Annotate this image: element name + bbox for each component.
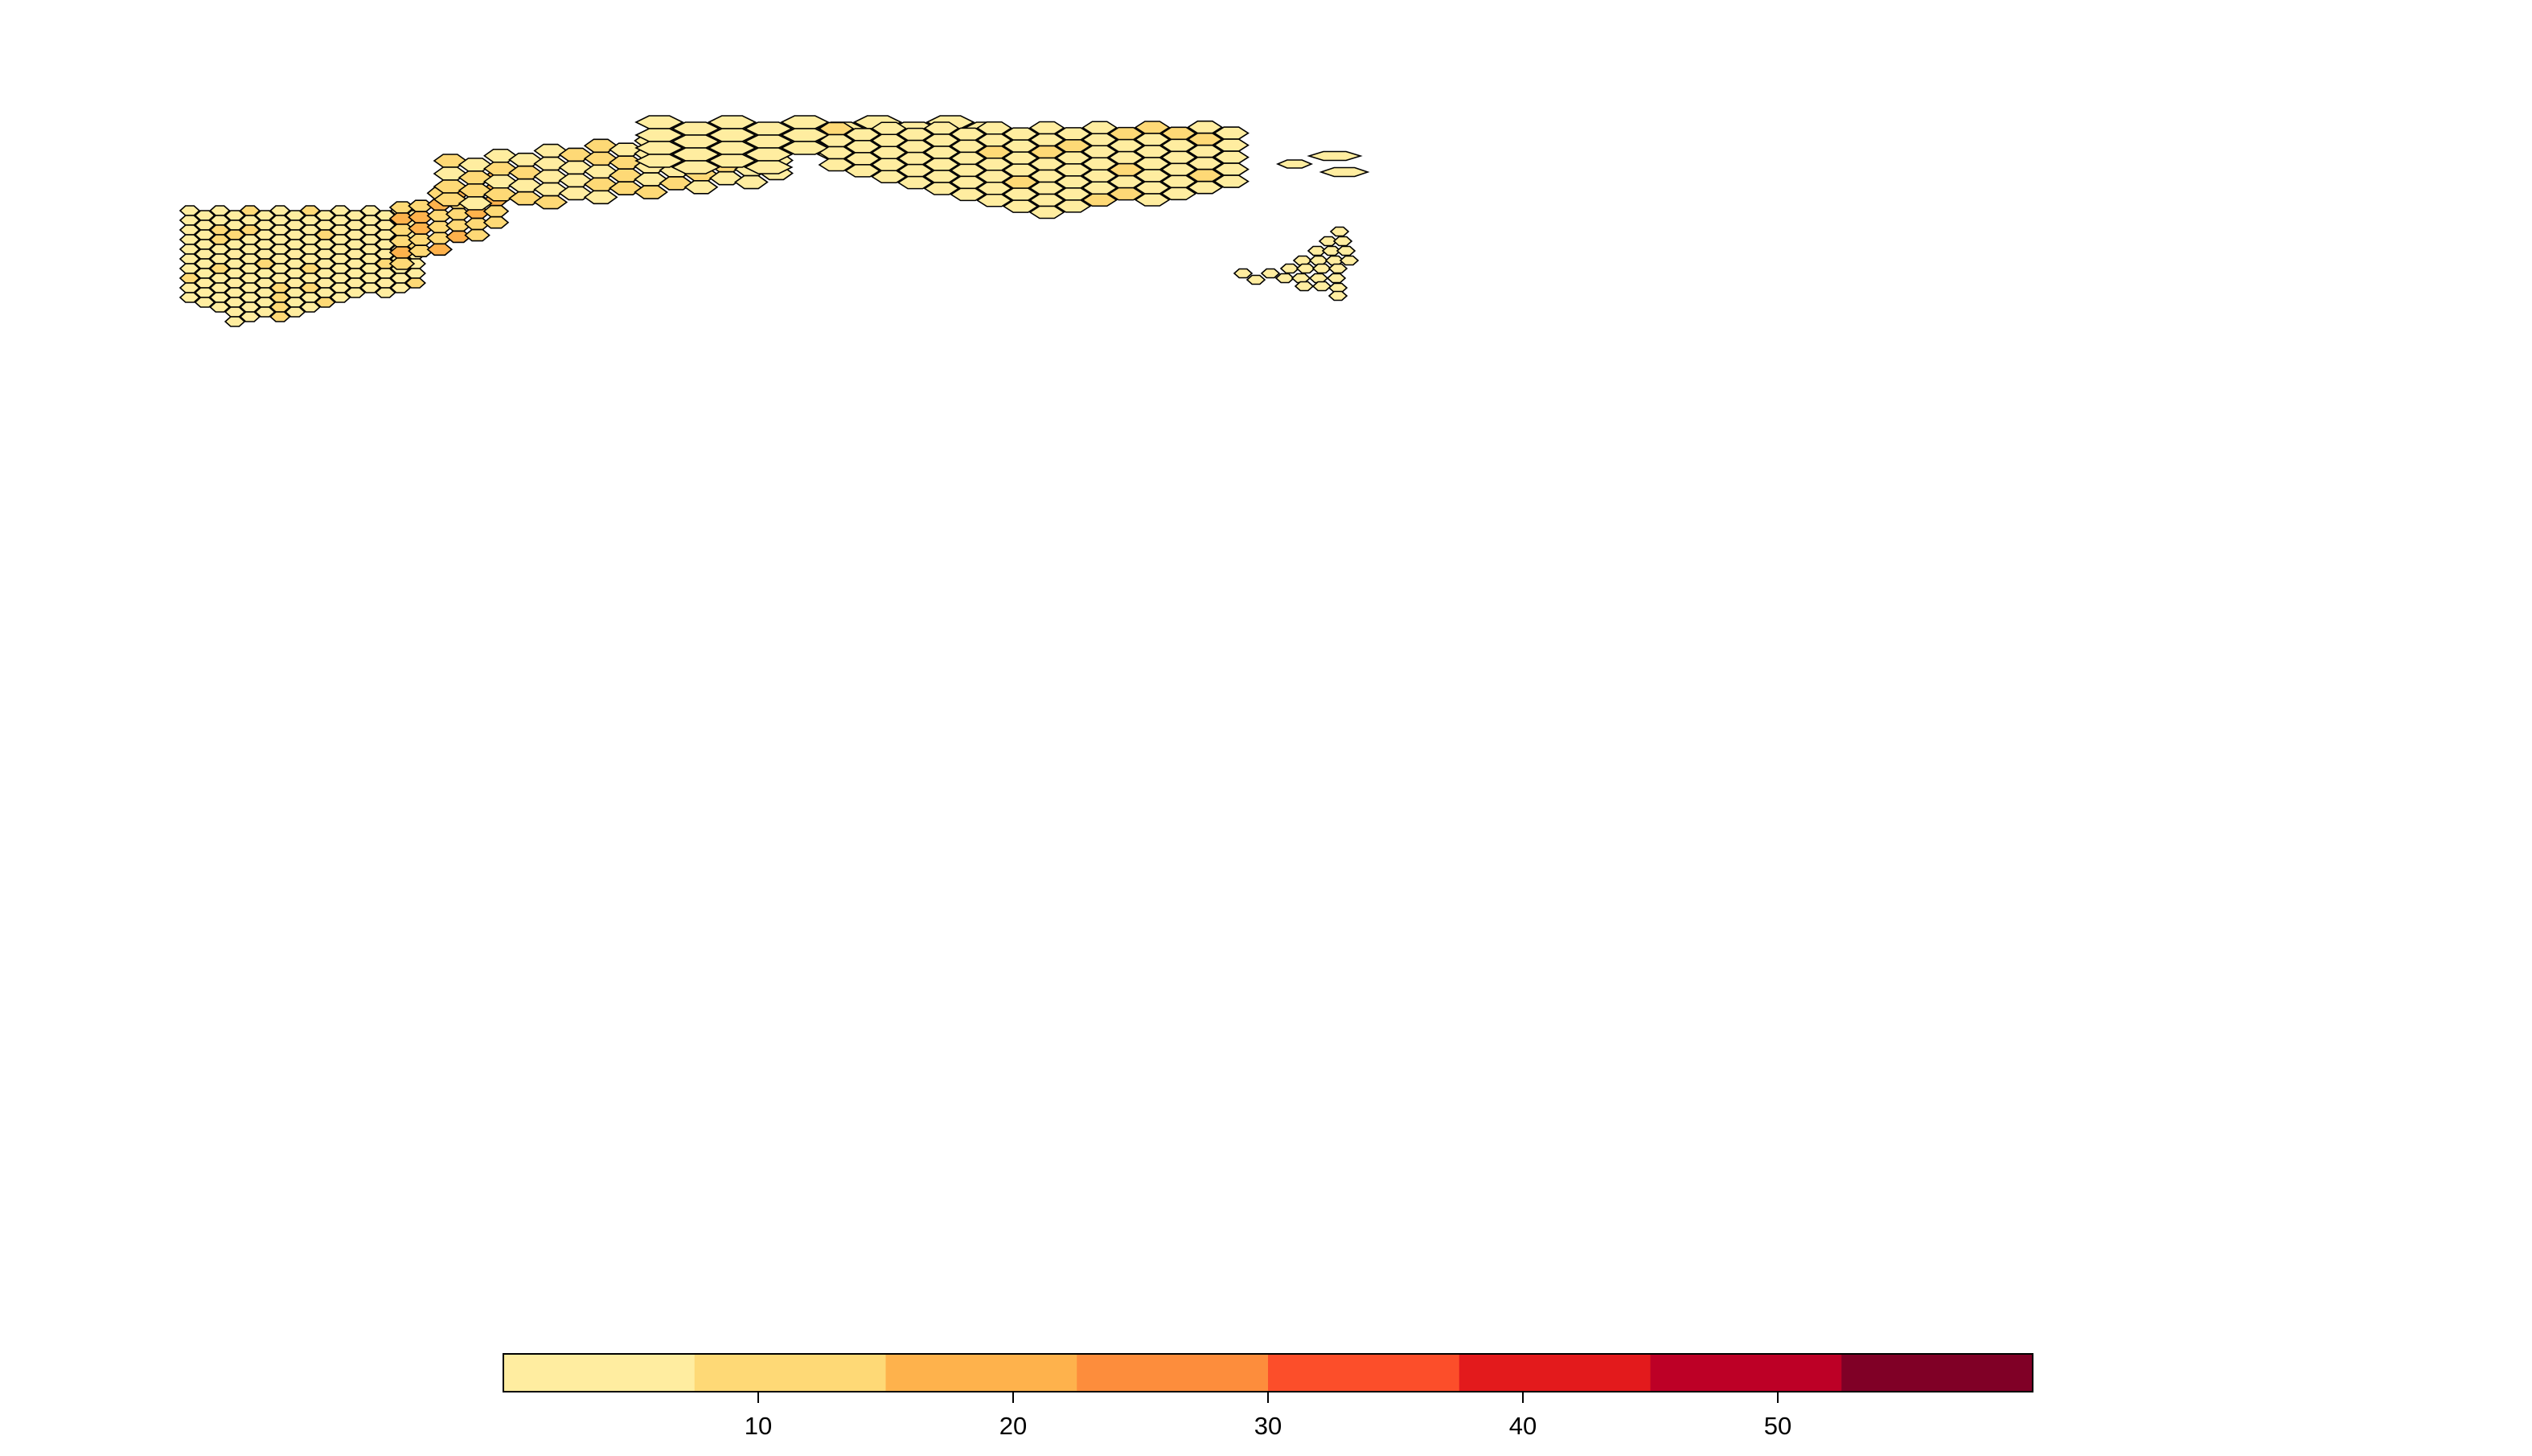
hex-cell [329, 292, 351, 303]
hex-cell [1294, 281, 1315, 292]
legend-swatch [1650, 1354, 1842, 1392]
hex-cell [671, 160, 721, 174]
hex-cell [683, 180, 719, 195]
hex-cell [583, 190, 618, 205]
hex-cell [1328, 290, 1348, 301]
hex-cell [707, 154, 757, 168]
hex-cell [224, 316, 246, 327]
hex-cell [314, 297, 336, 308]
legend-tick-label: 50 [1764, 1412, 1791, 1440]
hex-cell [1329, 226, 1350, 237]
hex-cell [1055, 199, 1092, 213]
hex-cell [1279, 263, 1300, 274]
legend-tick-label: 30 [1254, 1412, 1282, 1440]
legend-swatch [1841, 1354, 2033, 1392]
hex-cell [1134, 193, 1171, 207]
hex-cell [871, 170, 908, 184]
hex-cell [1107, 187, 1144, 201]
hex-cell [950, 187, 987, 202]
hex-cell [179, 292, 201, 303]
hex-cell [1307, 150, 1363, 162]
hex-cell [1295, 263, 1316, 274]
hex-cell [458, 196, 493, 211]
hex-cell [375, 287, 396, 298]
hex-cell [897, 175, 934, 190]
hex-cell [1081, 193, 1118, 207]
hex-cell [344, 287, 367, 298]
hex-cell [1326, 273, 1347, 284]
legend-swatch [1268, 1354, 1460, 1392]
hex-cell [1260, 268, 1281, 279]
hex-cell [1245, 274, 1266, 285]
legend-swatch [885, 1354, 1077, 1392]
hex-cell [1187, 180, 1224, 195]
legend-swatch [1459, 1354, 1651, 1392]
hex-cell [482, 204, 510, 218]
hex-cell [426, 243, 453, 256]
hexbin-map [179, 115, 1370, 327]
hex-cell [1311, 281, 1332, 292]
hex-cell [1160, 187, 1197, 201]
hex-cell [388, 257, 416, 270]
hex-cell [359, 282, 381, 293]
hex-cell [1275, 159, 1314, 169]
hex-cell [299, 301, 321, 313]
legend-swatches [503, 1354, 2033, 1392]
hex-cell [1002, 199, 1039, 213]
legend-ticks: 10 20 30 40 50 [745, 1392, 1791, 1440]
hex-cell [923, 182, 960, 195]
hex-cell [976, 193, 1013, 207]
hex-cell [269, 311, 291, 322]
hex-cell [284, 306, 306, 318]
hex-cell [634, 185, 668, 199]
hex-cell [389, 282, 412, 293]
hex-cell [1332, 236, 1353, 247]
hex-cell [404, 268, 427, 279]
hex-cell [1319, 166, 1370, 178]
hex-cell [844, 164, 881, 178]
hex-cell [1213, 174, 1250, 188]
hex-cell [1339, 255, 1360, 266]
hex-cell [464, 228, 490, 242]
hex-cell [734, 174, 769, 190]
hex-cell [1328, 263, 1348, 274]
color-legend: 10 20 30 40 50 [503, 1353, 2033, 1440]
hex-cell [254, 306, 276, 318]
legend-swatch [1077, 1354, 1269, 1392]
legend-tick-label: 10 [745, 1412, 772, 1440]
hex-cell [533, 195, 568, 210]
hex-cell [1336, 245, 1356, 256]
hex-cell [1233, 268, 1254, 279]
legend-tick-label: 20 [999, 1412, 1027, 1440]
hex-cell [194, 297, 215, 308]
hex-cell [1274, 273, 1295, 284]
legend-swatch [503, 1354, 696, 1392]
hex-cell [239, 311, 261, 322]
hex-cell [1028, 205, 1065, 219]
hex-cell [482, 215, 510, 229]
legend-tick-label: 40 [1509, 1412, 1537, 1440]
hex-cell [634, 154, 684, 168]
hex-cell [743, 160, 794, 174]
legend-swatch [694, 1354, 886, 1392]
hex-cell [818, 158, 855, 172]
hex-cell [209, 301, 231, 313]
hex-cell [1311, 263, 1332, 274]
hex-cell [404, 277, 427, 289]
